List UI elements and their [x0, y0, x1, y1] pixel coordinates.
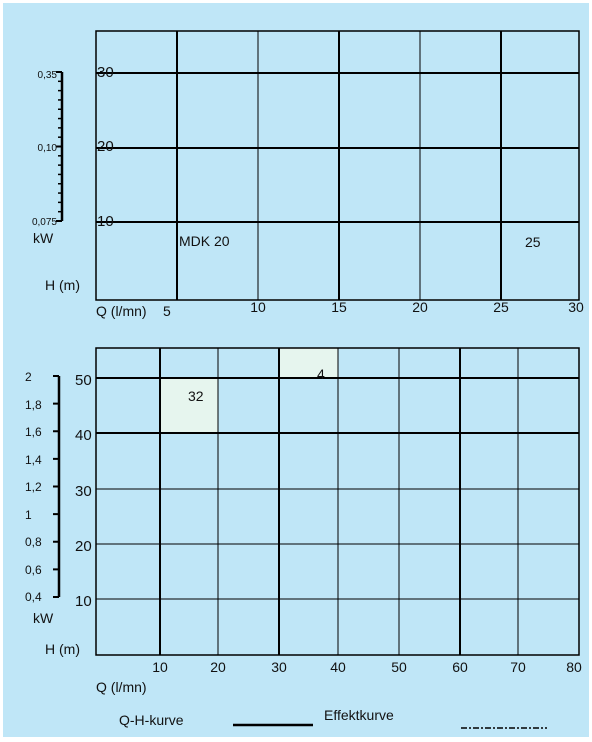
- bottom-h-label: H (m): [45, 641, 80, 657]
- bottom-h-tick-20: 20: [75, 538, 92, 555]
- charts-svg: 30 20 10 0,35 0,10 0,075 kW H (m) Q (l/m…: [25, 30, 584, 729]
- legend: Q-H-kurve Effektkurve: [119, 707, 547, 729]
- bottom-h-tick-30: 30: [75, 483, 92, 500]
- top-h-tick-10: 10: [97, 213, 114, 230]
- bottom-kw-tick-06: 0,6: [25, 563, 42, 577]
- bottom-x-tick-70: 70: [510, 659, 526, 675]
- top-kw-tick-035: 0,35: [38, 70, 58, 81]
- top-kw-ticks: [56, 71, 62, 222]
- bottom-kw-scale: 2 1,8 1,6 1,4 1,2 1 0,8 0,6 0,4 kW: [25, 370, 61, 626]
- top-x-tick-15: 15: [331, 299, 347, 315]
- legend-qh-label: Q-H-kurve: [119, 712, 184, 728]
- top-annotation-mdk20: MDK 20: [179, 233, 230, 249]
- bottom-x-tick-50: 50: [391, 659, 407, 675]
- top-kw-tick-010: 0,10: [38, 143, 58, 154]
- top-kw-scale: 0,35 0,10 0,075 kW: [32, 70, 64, 246]
- bottom-h-tick-10: 10: [75, 593, 92, 610]
- top-x-tick-30: 30: [568, 299, 584, 315]
- top-x-tick-25: 25: [493, 299, 509, 315]
- top-h-tick-20: 20: [97, 138, 114, 155]
- bottom-kw-ticks: [53, 375, 59, 598]
- bottom-kw-tick-12: 1,2: [25, 480, 42, 494]
- bottom-kw-tick-1: 1: [25, 508, 32, 522]
- bottom-x-tick-80: 80: [566, 659, 582, 675]
- top-h-label: H (m): [45, 277, 80, 293]
- bottom-kw-tick-16: 1,6: [25, 425, 42, 439]
- legend-effekt-label: Effektkurve: [324, 707, 394, 723]
- bottom-x-tick-20: 20: [210, 659, 226, 675]
- bottom-kw-tick-04: 0,4: [25, 590, 42, 604]
- top-plot-frame: [95, 30, 580, 301]
- bottom-annotation-4: 4: [317, 366, 325, 382]
- top-x-tick-5: 5: [163, 303, 171, 319]
- top-h-tick-30: 30: [97, 64, 114, 81]
- bottom-h-tick-50: 50: [75, 372, 92, 389]
- bottom-highlight-32: [160, 378, 218, 433]
- bottom-x-tick-30: 30: [271, 659, 287, 675]
- top-annotation-25: 25: [525, 234, 541, 250]
- bottom-kw-tick-14: 1,4: [25, 453, 42, 467]
- top-grid: [96, 31, 579, 300]
- bottom-annotation-32: 32: [188, 388, 204, 404]
- bottom-h-tick-40: 40: [75, 427, 92, 444]
- top-x-label: Q (l/mn): [96, 303, 147, 319]
- top-kw-label: kW: [33, 230, 54, 246]
- top-chart: 30 20 10 0,35 0,10 0,075 kW H (m) Q (l/m…: [32, 30, 584, 319]
- bottom-kw-tick-2: 2: [25, 370, 32, 384]
- bottom-x-label: Q (l/mn): [96, 679, 147, 695]
- bottom-kw-label: kW: [33, 610, 54, 626]
- bottom-grid: [96, 348, 579, 655]
- chart-panel: 30 20 10 0,35 0,10 0,075 kW H (m) Q (l/m…: [3, 3, 589, 737]
- bottom-x-tick-10: 10: [152, 659, 168, 675]
- bottom-chart: 50 40 30 20 10 2 1,8 1,6 1,4 1,2 1 0,8 0…: [25, 347, 582, 695]
- bottom-x-tick-40: 40: [330, 659, 346, 675]
- top-x-tick-20: 20: [412, 299, 428, 315]
- bottom-highlight-4: [279, 348, 338, 378]
- bottom-kw-tick-18: 1,8: [25, 398, 42, 412]
- top-kw-tick-0075: 0,075: [32, 217, 57, 228]
- top-x-tick-10: 10: [250, 299, 266, 315]
- bottom-x-tick-60: 60: [452, 659, 468, 675]
- bottom-kw-tick-08: 0,8: [25, 535, 42, 549]
